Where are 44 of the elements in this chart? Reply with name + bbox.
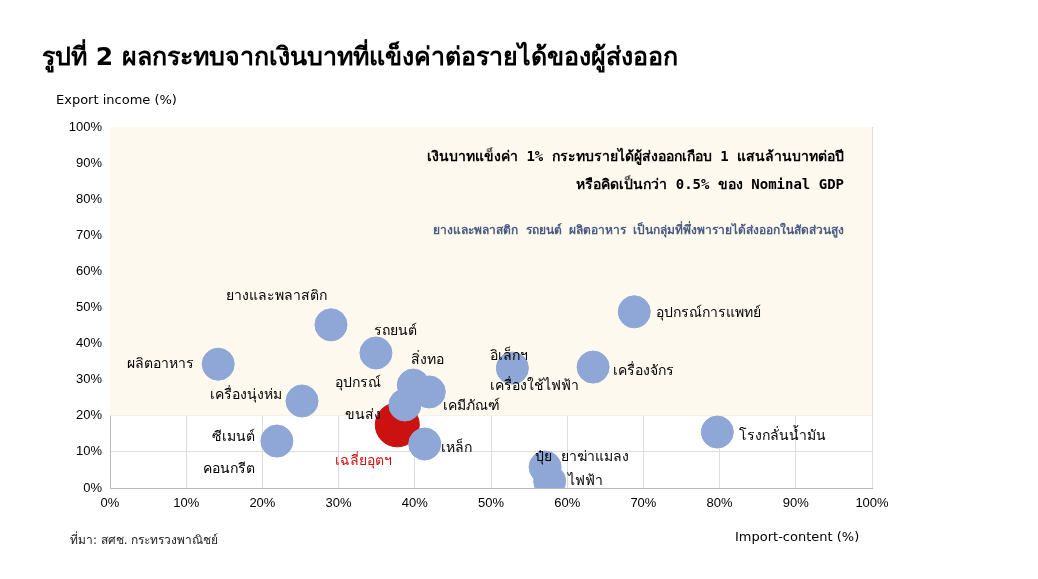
annotation: ซีเมนต์ คอนกรีต [202,427,255,476]
x-tick-label: 20% [249,495,276,511]
y-tick-label: 70% [75,226,103,242]
x-tick-label: 40% [401,495,429,511]
x-tick-label: 30% [325,495,353,511]
y-tick-label: 0% [83,479,103,495]
y-axis-title: Export income (%) [56,92,177,107]
x-tick-label: 80% [706,495,734,511]
x-tick-label: 90% [782,495,810,511]
annotation: เหล็ก [440,437,472,455]
x-tick-label: 70% [630,495,657,511]
annotation: ไฟฟ้า [566,471,603,488]
y-tick-label: 20% [75,407,103,423]
x-tick-label: 0% [100,495,120,511]
annotation: ผลิตอาหาร [127,354,195,371]
annotation: เครื่องนุ่งห่ม [210,384,283,403]
x-tick-label: 50% [477,495,505,511]
chart-title: รูปที่ 2 ผลกระทบจากเงินบาทที่แข็งค่าต่อรายได้ของผู้ส่งออก [42,38,678,75]
text: ที่มา: สศช. กระทรวงพาณิชย์ [70,530,219,549]
annotation: สิ่งทอ [411,349,445,367]
annotation: เฉลี่ยอุตฯ [335,451,393,470]
annotation: อุปกรณ์การแพทย์ [656,304,762,322]
annotation: เงินบาทแข็งค่า 1% กระทบรายได้ผู้ส่งออกเกือบ 1 แสนล้านบาทต่อปี หรือคิดเป็นกว่า 0.5% ของ Nominal GDP [426,146,844,192]
y-tick-label: 100% [68,118,103,134]
annotation: เคมีภัณฑ์ [443,396,501,413]
annotation: อิเล็กฯ เครื่องใช้ไฟฟ้า [490,345,580,393]
y-tick-label: 50% [75,299,103,315]
annotation: รถยนต์ [373,321,417,338]
annotation: ยางและพลาสติก [225,287,327,304]
x-tick-label: 60% [554,495,581,511]
annotation: อุปกรณ์ ขนส่ง [334,373,381,422]
annotation: ปุ๋ย ยาฆ่าแมลง [535,447,629,465]
y-tick-label: 90% [75,154,103,170]
x-tick-label: 100% [855,495,890,511]
annotation: โรงกลั่นน้ำมัน [739,424,827,443]
y-tick-label: 60% [75,262,103,278]
y-tick-label: 30% [75,371,103,387]
annotation: ยางและพลาสติก รถยนต์ ผลิตอาหาร เป็นกลุ่มที่พึ่งพารายได้ส่งออกในสัดส่วนสูง [433,221,844,239]
y-tick-label: 80% [75,190,103,206]
x-tick-label: 10% [173,495,200,511]
x-axis-title: Import-content (%) [735,529,860,544]
annotation: เครื่องจักร [613,360,675,378]
y-tick-label: 40% [75,335,103,351]
y-tick-label: 10% [75,443,103,459]
